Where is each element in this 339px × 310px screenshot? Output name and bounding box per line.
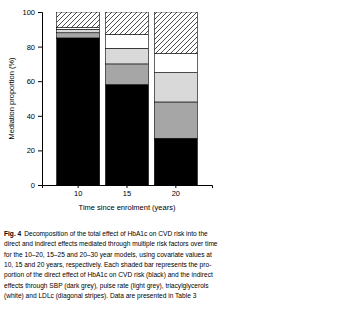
y-tick: 60: [27, 77, 42, 86]
bar-segment: [154, 12, 197, 54]
caption-line: effects through SBP (dark grey), pulse r…: [4, 282, 209, 290]
bar-segment: [106, 34, 149, 48]
y-tick-mark: [38, 116, 42, 117]
y-tick: 0: [31, 181, 42, 190]
y-tick-label: 0: [31, 181, 35, 190]
x-tick-mark: [127, 185, 128, 188]
bar-segment: [57, 29, 100, 32]
bar-segment: [106, 12, 149, 34]
y-tick: 20: [27, 146, 42, 155]
caption-line: direct and indirect effects mediated thr…: [4, 240, 218, 248]
caption-line: 10, 15 and 20 years, respectively. Each …: [4, 261, 211, 269]
bar-segment: [154, 102, 197, 138]
y-tick-label: 80: [27, 43, 35, 52]
y-tick-label: 100: [22, 8, 35, 17]
x-axis: 10 15 20: [43, 185, 213, 198]
y-tick: 100: [22, 8, 42, 17]
y-axis-line: [38, 13, 43, 186]
bar-segment: [154, 138, 197, 185]
y-tick: 80: [27, 43, 42, 52]
bar-segment: [106, 85, 149, 185]
bars: [57, 12, 198, 185]
y-tick: 40: [27, 112, 42, 121]
bar-segment: [106, 64, 149, 85]
bar-segment: [57, 33, 100, 38]
y-tick-mark: [38, 185, 42, 186]
bar-segment: [106, 48, 149, 64]
x-tick-mark: [78, 185, 79, 188]
x-tick: 20: [172, 185, 180, 198]
x-tick: 15: [123, 185, 131, 198]
caption-title: Fig. 4: [4, 230, 22, 238]
chart: 0 20 40 60 80 100 10 15 20 Time since enrolment (…: [0, 0, 339, 310]
x-tick: 10: [74, 185, 82, 198]
bar-segment: [154, 54, 197, 73]
caption-line: portion of the direct effect of HbA1c on…: [4, 271, 213, 279]
y-tick-mark: [38, 81, 42, 82]
x-tick-mark: [175, 185, 176, 188]
x-tick-label: 10: [74, 189, 82, 198]
y-tick-label: 20: [27, 146, 35, 155]
caption-line: for the 10–20, 15–25 and 20–30 year mode…: [4, 251, 212, 259]
caption-text: Decomposition of the total effect of HbA…: [24, 230, 208, 238]
bar-segment: [154, 73, 197, 102]
x-axis-line: [43, 186, 213, 189]
x-tick-label: 20: [172, 189, 180, 198]
caption-line: (white) and LDLc (diagonal stripes). Dat…: [4, 292, 197, 300]
y-tick-mark: [38, 150, 42, 151]
y-tick-mark: [38, 47, 42, 48]
y-tick-mark: [38, 12, 42, 13]
x-axis-title: Time since enrolment (years): [79, 203, 176, 212]
y-tick-label: 40: [27, 112, 35, 121]
y-tick-label: 60: [27, 77, 35, 86]
x-tick-label: 15: [123, 189, 131, 198]
y-axis-title: Mediation proportion (%): [7, 57, 16, 140]
bar-segment: [57, 12, 100, 28]
plot: 0 20 40 60 80 100 10 15 20: [22, 8, 212, 198]
caption-line: Fig. 4Decomposition of the total effect …: [4, 230, 208, 238]
y-axis: 0 20 40 60 80 100: [22, 8, 42, 190]
bar-segment: [57, 38, 100, 185]
